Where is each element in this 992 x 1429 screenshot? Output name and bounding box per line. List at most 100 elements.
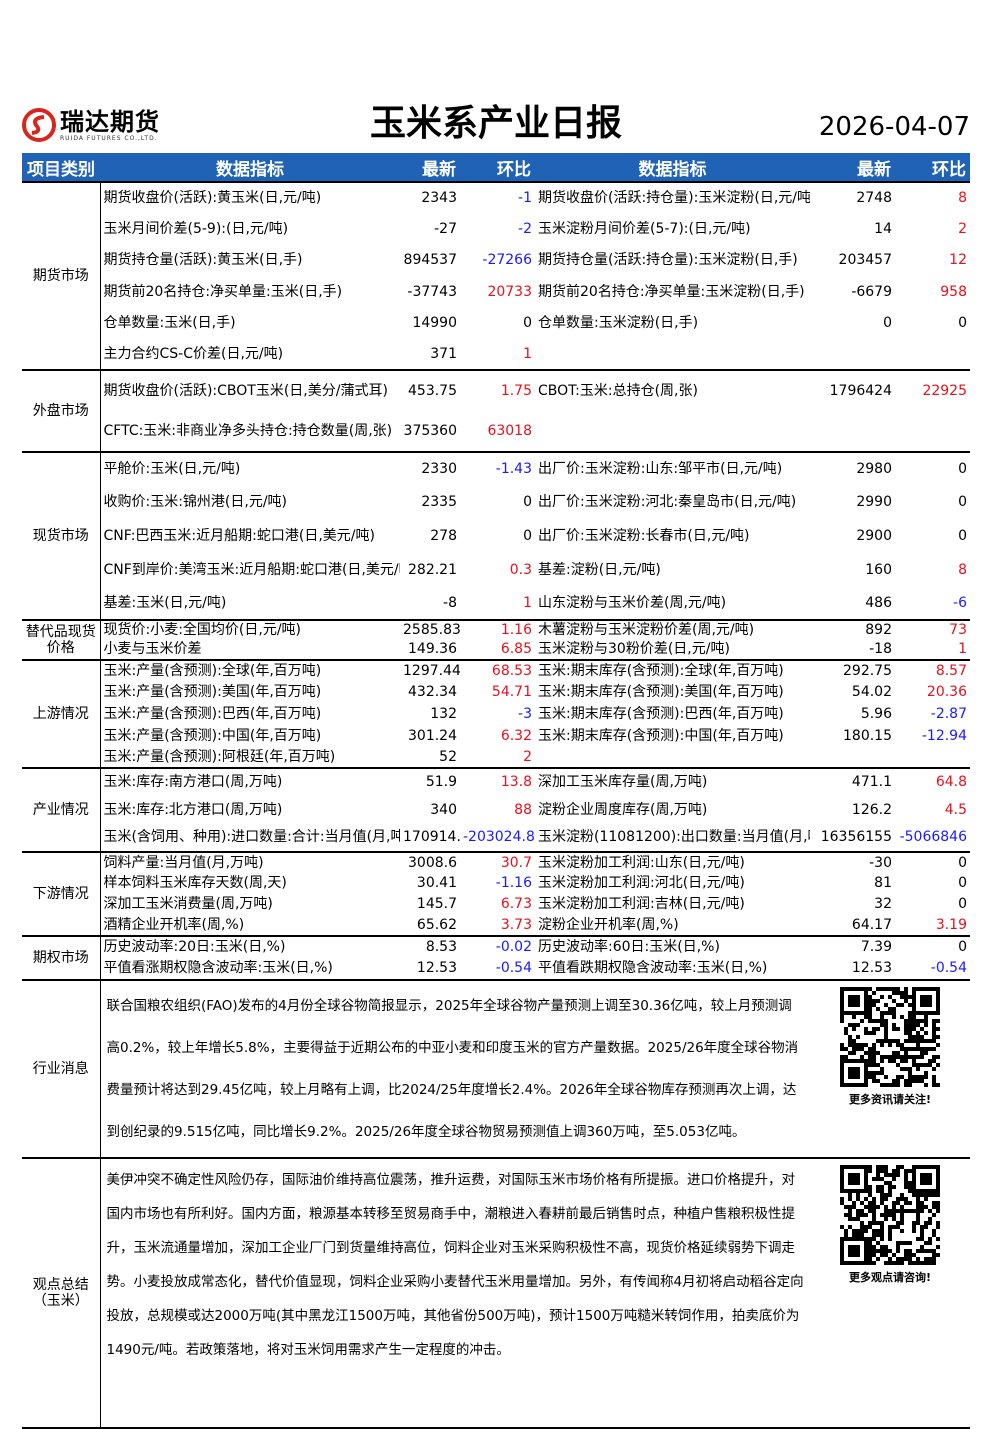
indicator-cell: 玉米:产量(含预测):美国(年,百万吨): [103, 684, 322, 701]
indicator-cell: 历史波动率:20日:玉米(日,%): [100, 934, 400, 958]
change-cell: 1: [523, 594, 532, 611]
table-row: 平值看涨期权隐含波动率:玉米(日,%) 12.53 -0.54 平值看跌期权隐含波动率…: [22, 958, 970, 980]
latest-cell: 5.96: [860, 705, 892, 722]
change-cell: 0: [895, 850, 970, 873]
category-cell: 下游情况: [22, 850, 101, 936]
change-cell: 0: [895, 450, 970, 486]
indicator-cell: 小麦与玉米价差: [103, 641, 202, 658]
indicator-cell: 玉米淀粉与30粉价差(日,元/吨): [538, 641, 730, 658]
change-cell: -1: [460, 180, 535, 214]
latest-cell: 892: [810, 618, 895, 640]
indicator-cell: 玉米:期末库存(含预测):中国(年,百万吨): [538, 727, 784, 744]
indicator-cell: 饲料产量:当月值(月,万吨): [100, 850, 400, 873]
latest-cell: 145.7: [416, 896, 457, 913]
latest-cell: 371: [430, 345, 457, 362]
latest-cell: 340: [430, 801, 457, 818]
category-cell: 外盘市场: [22, 368, 101, 452]
change-cell: 3.73: [500, 916, 532, 933]
indicator-cell: 历史波动率:60日:玉米(日,%): [535, 934, 810, 958]
change-cell: 13.8: [460, 766, 535, 796]
indicator-cell: 期货前20名持仓:净买单量:玉米淀粉(日,手): [538, 283, 805, 300]
indicator-cell: 玉米淀粉月间价差(5-7):(日,元/吨): [538, 220, 751, 237]
latest-cell: 2748: [810, 180, 895, 214]
latest-cell: 30.41: [416, 875, 457, 892]
report-date: 2026-04-07: [818, 112, 970, 142]
table-row: CNF:巴西玉米:近月船期:蛇口港(日,美元/吨) 278 0 出厂价:玉米淀粉:长春…: [22, 519, 970, 553]
table-row: 样本饲料玉米库存天数(周,天) 30.41 -1.16 玉米淀粉加工利润:河北(日,元…: [22, 873, 970, 894]
indicator-cell: 玉米:期末库存(含预测):美国(年,百万吨): [538, 684, 784, 701]
indicator-cell: 淀粉企业周度库存(周,万吨): [538, 801, 708, 818]
change-cell: 3.19: [935, 916, 967, 933]
latest-cell: [810, 746, 895, 768]
indicator-cell: 玉米月间价差(5-9):(日,元/吨): [103, 220, 289, 237]
change-cell: 22925: [895, 368, 970, 411]
table-row: 主力合约CS-C价差(日,元/吨) 371 1: [22, 339, 970, 370]
latest-cell: 2330: [400, 450, 460, 486]
summary-label: 观点总结（玉米）: [22, 1156, 101, 1428]
table-row: 期货持仓量(活跃):黄玉米(日,手) 894537 -27266 期货持仓量(活跃:持…: [22, 245, 970, 276]
latest-cell: 180.15: [843, 727, 892, 744]
latest-cell: -8: [443, 594, 457, 611]
indicator-cell: 玉米:产量(含预测):巴西(年,百万吨): [103, 705, 322, 722]
indicator-cell: 平舱价:玉米(日,元/吨): [100, 450, 400, 486]
indicator-cell: 出厂价:玉米淀粉:长春市(日,元/吨): [538, 527, 750, 544]
indicator-cell: 出厂价:玉米淀粉:河北:秦皇岛市(日,元/吨): [538, 494, 797, 511]
qr-caption: 更多资讯请关注!: [848, 1092, 932, 1106]
change-cell: 0: [958, 494, 967, 511]
change-cell: 1.75: [460, 368, 535, 411]
indicator-cell: 平值看涨期权隐含波动率:玉米(日,%): [103, 960, 333, 977]
indicator-cell: 玉米:产量(含预测):阿根廷(年,百万吨): [103, 748, 336, 765]
change-cell: 8.57: [895, 658, 970, 682]
latest-cell: 126.2: [851, 801, 892, 818]
column-header: 环比: [895, 153, 970, 182]
change-cell: -6: [953, 594, 967, 611]
change-cell: 4.5: [944, 801, 967, 818]
qr-caption: 更多观点请咨询!: [848, 1270, 932, 1284]
table-row: 玉米:产量(含预测):阿根廷(年,百万吨) 52 2: [22, 746, 970, 768]
indicator-cell: CFTC:玉米:非商业净多头持仓:持仓数量(周,张): [103, 422, 393, 439]
indicator-cell: 玉米淀粉加工利润:河北(日,元/吨): [538, 875, 745, 892]
latest-cell: -6679: [851, 283, 892, 300]
latest-cell: 170914.53: [403, 829, 460, 846]
table-row: 替代品现货价格 现货价:小麦:全国均价(日,元/吨) 2585.83 1.16 木薯淀粉…: [22, 618, 970, 660]
indicator-cell: 玉米:产量(含预测):中国(年,百万吨): [103, 727, 322, 744]
change-cell: -203024.82: [463, 829, 535, 846]
change-cell: 0: [958, 875, 967, 892]
table-row: 外盘市场 期货收盘价(活跃):CBOT玉米(日,美分/蒲式耳) 453.75 1.75…: [22, 368, 970, 452]
indicator-cell: 现货价:小麦:全国均价(日,元/吨): [100, 618, 400, 640]
change-cell: 63018: [487, 422, 532, 439]
indicator-cell: 出厂价:玉米淀粉:山东:邹平市(日,元/吨): [535, 450, 810, 486]
latest-cell: 160: [865, 561, 892, 578]
table-row: 期权市场 历史波动率:20日:玉米(日,%) 8.53 -0.02 历史波动率:60日:…: [22, 934, 970, 980]
latest-cell: 453.75: [400, 368, 460, 411]
latest-cell: 2335: [421, 494, 457, 511]
change-cell: -3: [518, 705, 532, 722]
change-cell: 0.3: [509, 561, 532, 578]
category-cell: 产业情况: [22, 766, 101, 852]
qr-code: [840, 986, 940, 1087]
latest-cell: 375360: [403, 422, 457, 439]
change-cell: 68.53: [460, 658, 535, 682]
logo-name: 瑞达期货: [60, 107, 160, 136]
indicator-cell: 玉米:库存:北方港口(周,万吨): [103, 801, 283, 818]
change-cell: -5066846: [899, 829, 967, 846]
latest-cell: 51.9: [400, 766, 460, 796]
table-row: 上游情况 玉米:产量(含预测):全球(年,百万吨) 1297.44 68.53 玉米:期…: [22, 658, 970, 768]
change-cell: -2: [518, 220, 532, 237]
change-cell: 12: [949, 252, 967, 269]
table-row: 仓单数量:玉米(日,手) 14990 0 仓单数量:玉米淀粉(日,手) 0 0: [22, 307, 970, 338]
latest-cell: 2900: [856, 527, 892, 544]
latest-cell: -37743: [407, 283, 457, 300]
latest-cell: 14: [874, 220, 892, 237]
table-row: 期货市场 期货收盘价(活跃):黄玉米(日,元/吨) 2343 -1 期货收盘价(活跃:持…: [22, 180, 970, 370]
table-row: 收购价:玉米:锦州港(日,元/吨) 2335 0 出厂价:玉米淀粉:河北:秦皇岛市(日…: [22, 486, 970, 520]
change-cell: 2: [958, 220, 967, 237]
table-row: 基差:玉米(日,元/吨) -8 1 山东淀粉与玉米价差(周,元/吨) 486 -6: [22, 586, 970, 620]
latest-cell: 32: [874, 896, 892, 913]
change-cell: -1.43: [460, 450, 535, 486]
change-cell: 6.32: [500, 727, 532, 744]
change-cell: 20733: [487, 283, 532, 300]
indicator-cell: 仓单数量:玉米淀粉(日,手): [538, 314, 699, 331]
indicator-cell: 淀粉企业开机率(周,%): [538, 916, 679, 933]
change-cell: 20.36: [926, 684, 967, 701]
